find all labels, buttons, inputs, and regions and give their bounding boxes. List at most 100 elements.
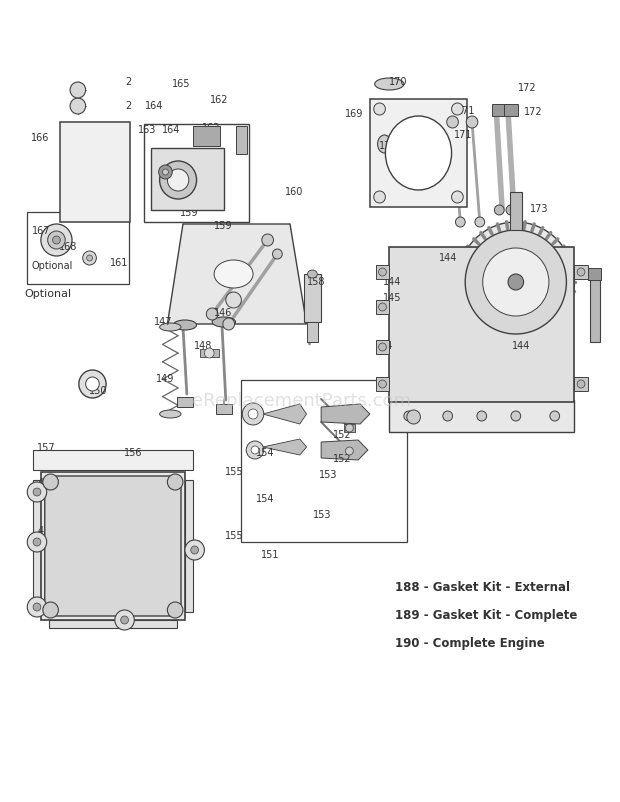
Circle shape (374, 191, 386, 203)
Text: 2: 2 (125, 77, 132, 87)
Text: 144: 144 (375, 342, 394, 351)
Bar (241, 380, 407, 542)
Text: 172: 172 (518, 83, 536, 93)
Circle shape (506, 205, 516, 215)
Circle shape (63, 129, 73, 139)
Circle shape (379, 303, 386, 311)
Polygon shape (167, 224, 306, 324)
Bar (41, 472, 185, 620)
Circle shape (379, 268, 386, 276)
Text: 42: 42 (78, 579, 90, 589)
Bar (200, 349, 219, 357)
Circle shape (43, 474, 58, 490)
Bar (376, 340, 389, 354)
Ellipse shape (159, 410, 181, 418)
Text: 145: 145 (383, 294, 402, 303)
Text: 157: 157 (37, 443, 56, 452)
Bar (185, 480, 193, 612)
Text: 189 - Gasket Kit - Complete: 189 - Gasket Kit - Complete (395, 609, 578, 622)
Circle shape (246, 441, 264, 459)
Bar (177, 397, 193, 407)
Text: Optional: Optional (25, 289, 72, 299)
Text: 173: 173 (529, 204, 548, 213)
Bar (574, 377, 588, 391)
Text: 190 - Complete Engine: 190 - Complete Engine (395, 637, 545, 650)
Bar (504, 104, 518, 116)
Bar (376, 377, 389, 391)
Text: 168: 168 (59, 242, 78, 252)
Ellipse shape (386, 116, 451, 190)
Circle shape (206, 308, 218, 320)
Text: 188 - Gasket Kit - External: 188 - Gasket Kit - External (395, 581, 570, 593)
Bar (389, 400, 574, 432)
Circle shape (577, 268, 585, 276)
Bar (33, 450, 193, 470)
Circle shape (82, 251, 96, 265)
Text: 167: 167 (32, 226, 50, 236)
Text: 160: 160 (285, 188, 303, 197)
Circle shape (494, 205, 504, 215)
Ellipse shape (212, 317, 236, 327)
Ellipse shape (159, 323, 181, 331)
Circle shape (248, 409, 258, 419)
Circle shape (167, 474, 183, 490)
Text: 150: 150 (89, 387, 108, 396)
Bar (216, 404, 232, 414)
Polygon shape (263, 439, 306, 455)
Circle shape (27, 597, 46, 617)
Text: 42: 42 (37, 478, 50, 488)
Bar (144, 124, 249, 222)
Circle shape (483, 248, 549, 316)
Text: 155: 155 (224, 467, 243, 476)
Circle shape (121, 616, 128, 624)
Bar (48, 620, 177, 628)
Text: 164: 164 (162, 125, 180, 135)
Bar (590, 277, 600, 342)
Circle shape (345, 447, 353, 455)
Text: 163: 163 (138, 125, 156, 135)
Circle shape (79, 370, 106, 398)
Text: 172: 172 (524, 107, 542, 117)
Circle shape (404, 411, 414, 421)
Circle shape (273, 249, 282, 259)
Ellipse shape (308, 270, 317, 278)
Polygon shape (321, 404, 370, 424)
Text: 152: 152 (333, 430, 352, 439)
Ellipse shape (374, 78, 404, 90)
Text: 2: 2 (125, 101, 132, 111)
Text: 170: 170 (389, 77, 408, 87)
Circle shape (159, 165, 172, 179)
Circle shape (70, 98, 86, 114)
Text: 144: 144 (440, 253, 458, 263)
Circle shape (118, 205, 128, 215)
Text: 149: 149 (156, 374, 174, 383)
Circle shape (86, 377, 99, 391)
Text: 161: 161 (110, 258, 129, 268)
Circle shape (374, 103, 386, 115)
Circle shape (242, 403, 264, 425)
Circle shape (53, 236, 60, 244)
Text: 143: 143 (512, 302, 530, 311)
Text: 42: 42 (37, 526, 50, 536)
Text: 158: 158 (306, 277, 325, 287)
Circle shape (70, 82, 86, 98)
Circle shape (43, 602, 58, 618)
Circle shape (456, 217, 465, 227)
Circle shape (446, 116, 458, 128)
Circle shape (162, 169, 169, 175)
Circle shape (33, 538, 41, 546)
Circle shape (205, 348, 214, 358)
Circle shape (27, 532, 46, 552)
Circle shape (443, 411, 453, 421)
Ellipse shape (378, 135, 391, 153)
Circle shape (41, 224, 72, 256)
Text: 144: 144 (512, 342, 530, 351)
Circle shape (74, 102, 82, 110)
Bar (492, 104, 506, 116)
Circle shape (27, 482, 46, 502)
Circle shape (379, 343, 386, 351)
Bar (151, 148, 224, 210)
Text: 170: 170 (379, 141, 397, 151)
Text: 169: 169 (345, 109, 363, 119)
Bar (60, 122, 130, 222)
